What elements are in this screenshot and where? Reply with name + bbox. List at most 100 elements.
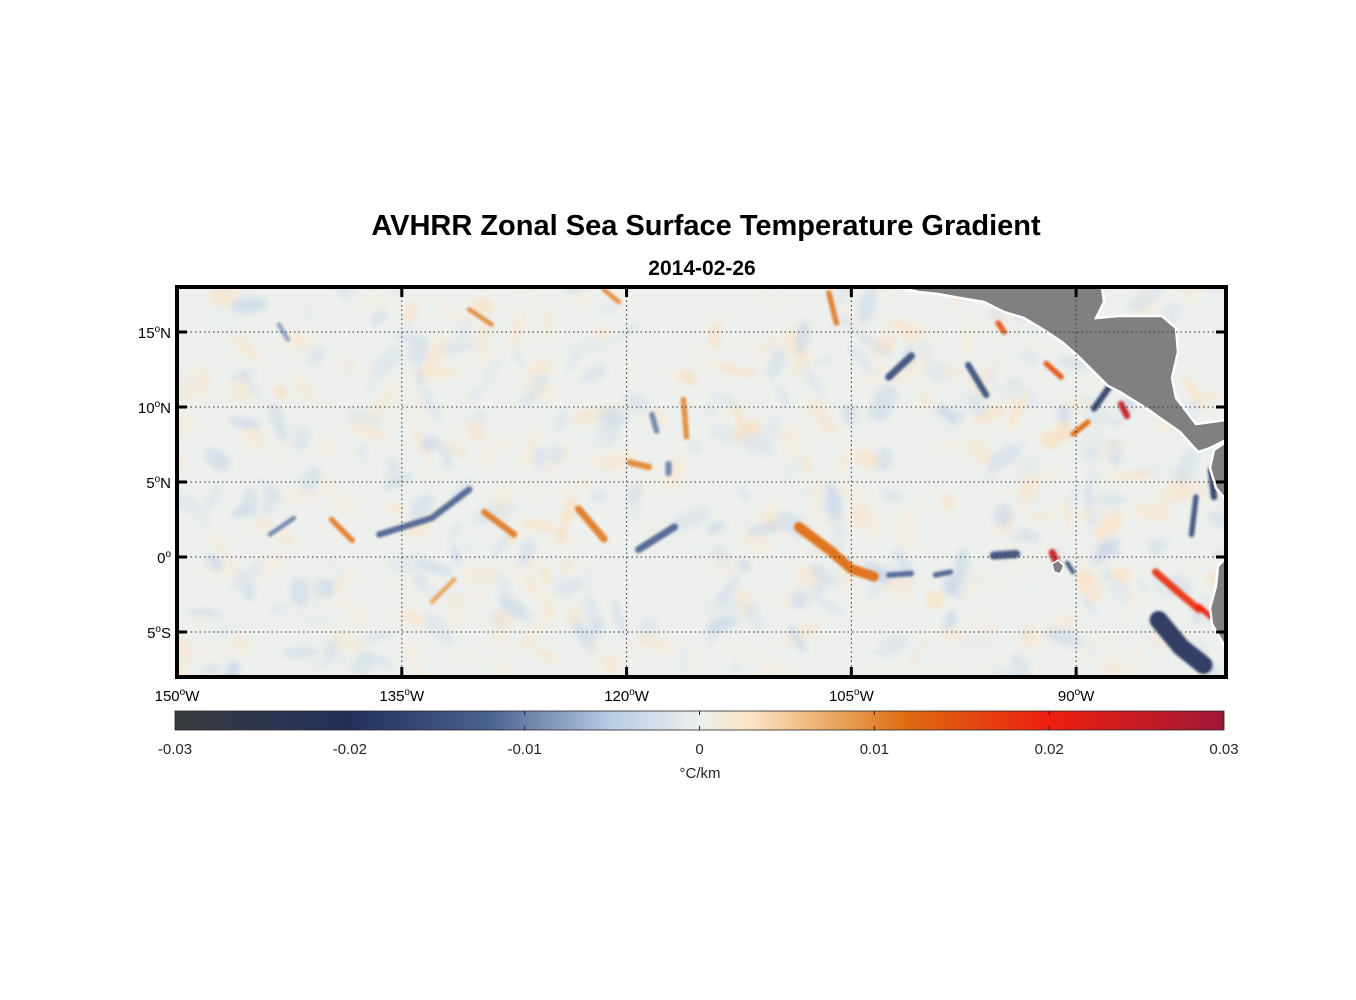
noise-blob (794, 319, 810, 356)
colorbar-tick-label: 0.02 (1035, 741, 1064, 758)
noise-blob (463, 534, 474, 558)
noise-blob (274, 385, 288, 400)
noise-blob (216, 429, 235, 444)
noise-blob (1032, 590, 1042, 627)
noise-blob (735, 484, 750, 502)
noise-blob (602, 452, 635, 471)
noise-blob (269, 402, 288, 442)
noise-blob (809, 592, 845, 617)
noise-blob (746, 607, 764, 633)
noise-blob (403, 302, 419, 322)
noise-blob (254, 514, 274, 534)
noise-blob (791, 589, 810, 609)
noise-blob (521, 480, 546, 504)
noise-blob (732, 659, 741, 674)
noise-blob (1080, 594, 1099, 617)
noise-blob (718, 411, 732, 425)
noise-blob (497, 595, 533, 622)
noise-blob (480, 355, 501, 391)
front-front-118 (635, 523, 679, 554)
noise-blob (1068, 531, 1094, 561)
noise-blob (520, 518, 556, 533)
noise-blob (556, 577, 583, 597)
noise-blob (1060, 498, 1072, 530)
noise-blob (905, 366, 924, 386)
noise-blob (420, 437, 441, 451)
noise-blob (687, 439, 703, 454)
noise-blob (760, 414, 782, 445)
noise-blob (920, 668, 964, 677)
noise-blob (914, 576, 922, 593)
noise-blob (1007, 531, 1042, 543)
noise-blob (591, 455, 606, 469)
noise-blob (326, 554, 345, 581)
noise-blob (876, 636, 894, 656)
noise-blob (447, 648, 484, 665)
noise-blob (1106, 656, 1122, 677)
noise-blob (553, 407, 569, 433)
noise-blob (208, 529, 234, 565)
noise-blob (198, 662, 221, 677)
noise-blob (941, 493, 955, 511)
longitude-label: 150oW (155, 687, 201, 705)
noise-blob (203, 482, 224, 511)
noise-blob (386, 553, 430, 574)
noise-blob (1016, 577, 1040, 601)
noise-blob (572, 287, 591, 305)
noise-blob (415, 560, 453, 575)
noise-blob (311, 575, 321, 613)
front-front-82 (1196, 603, 1214, 620)
noise-blob (599, 301, 617, 317)
noise-blob (1125, 481, 1147, 503)
front-front-123 (575, 505, 608, 543)
noise-blob (1096, 541, 1122, 557)
noise-blob (524, 599, 533, 622)
noise-blob (1138, 579, 1148, 593)
noise-blob (496, 658, 509, 677)
front-front-99 (932, 569, 953, 578)
noise-blob (988, 357, 1021, 373)
noise-blob (866, 516, 878, 532)
noise-blob (217, 623, 225, 641)
front-front-119 (626, 459, 653, 471)
front-front-86 (1152, 568, 1203, 614)
map-plot-area (175, 285, 1228, 679)
colorbar: -0.03 -0.02 -0.01 0 0.01 0.02 0.03 °C/km (158, 710, 1239, 782)
noise-blob (425, 613, 453, 646)
noise-blob (1018, 475, 1040, 497)
noise-blob (800, 363, 826, 398)
noise-blob (941, 363, 964, 380)
noise-blob (639, 522, 667, 533)
noise-blob (532, 383, 554, 400)
noise-blob (385, 287, 408, 306)
noise-blob (963, 320, 971, 359)
noise-blob (813, 357, 834, 366)
noise-blob (196, 641, 232, 664)
noise-blob (411, 425, 431, 461)
noise-blob (747, 521, 785, 536)
noise-blob (973, 588, 998, 603)
noise-blob (543, 444, 566, 464)
noise-blob (692, 542, 713, 562)
noise-blob (436, 305, 473, 321)
noise-blob (807, 399, 828, 419)
front-front-125 (376, 486, 473, 538)
noise-blob (446, 589, 477, 620)
noise-blob (1090, 655, 1118, 677)
noise-blob (1004, 325, 1021, 356)
noise-blob (508, 311, 527, 350)
noise-blob (1182, 376, 1209, 412)
noise-blob (177, 374, 208, 393)
noise-blob (559, 481, 594, 493)
noise-blob (877, 379, 901, 390)
noise-blob (385, 461, 403, 489)
noise-blob (878, 330, 893, 345)
noise-blob (876, 660, 890, 674)
noise-blob (369, 383, 400, 417)
noise-blob (993, 503, 1013, 528)
noise-blob (555, 524, 567, 545)
map-tick-marks (177, 287, 1226, 677)
front-front-97 (965, 361, 990, 399)
noise-blob (230, 296, 268, 314)
noise-blob (524, 373, 538, 387)
